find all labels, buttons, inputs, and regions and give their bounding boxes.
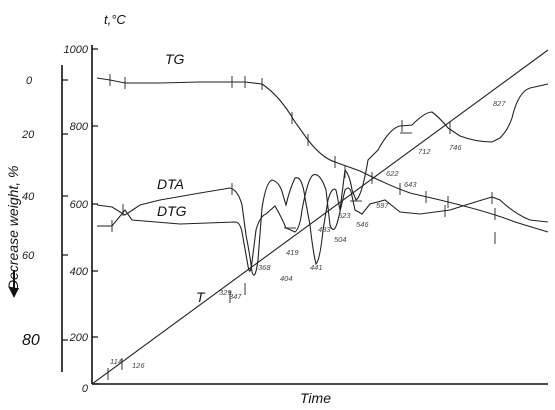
tg-curve-label: TG (165, 51, 185, 67)
t-point-746: 746 (449, 143, 462, 152)
t-point-368: 368 (258, 263, 271, 272)
temp-tick-800: 800 (70, 121, 89, 133)
t-point-419: 419 (286, 248, 299, 257)
dta-curve (96, 83, 549, 276)
t-point-712: 712 (418, 147, 431, 156)
x-axis-label: Time (300, 390, 331, 406)
down-arrow-head-icon (9, 288, 19, 298)
t-point-483: 483 (318, 225, 331, 234)
weight-ticks (62, 79, 68, 341)
curve-tick-marks (107, 74, 496, 380)
t-point-347: 347 (229, 292, 242, 301)
dtg-curve-label: DTG (157, 203, 187, 219)
t-point-441: 441 (310, 263, 323, 272)
t-curve-point-labels: 114 126 329 347 368 404 419 441 483 504 … (110, 99, 506, 370)
temperature-ticks (92, 48, 98, 385)
temp-tick-1000: 1000 (64, 44, 89, 56)
dtg-curve (97, 174, 549, 272)
t-point-329: 329 (219, 288, 232, 297)
weight-tick-80: 80 (22, 332, 40, 349)
t-point-523: 523 (338, 211, 351, 220)
t-point-404: 404 (280, 274, 293, 283)
t-point-126: 126 (132, 361, 145, 370)
t-point-643: 643 (404, 180, 417, 189)
temp-tick-600: 600 (70, 199, 89, 211)
weight-tick-60: 60 (22, 250, 35, 262)
weight-tick-40: 40 (22, 191, 35, 203)
weight-tick-0: 0 (26, 75, 33, 87)
t-curve-label: T (196, 289, 206, 305)
t-point-546: 546 (356, 220, 369, 229)
tg-curve (96, 77, 549, 233)
t-curve (91, 49, 549, 385)
t-point-622: 622 (386, 169, 399, 178)
temperature-axis-label: t,°C (104, 12, 126, 27)
weight-tick-20: 20 (21, 129, 35, 141)
t-point-597: 597 (376, 201, 389, 210)
t-point-504: 504 (334, 235, 347, 244)
t-point-114: 114 (110, 357, 122, 366)
temp-tick-0: 0 (82, 383, 89, 395)
t-point-827: 827 (493, 99, 506, 108)
dta-curve-label: DTA (157, 176, 184, 192)
temp-tick-200: 200 (69, 332, 89, 344)
temp-tick-400: 400 (70, 266, 89, 278)
weight-axis-label: Decrease weight, % (5, 165, 21, 290)
